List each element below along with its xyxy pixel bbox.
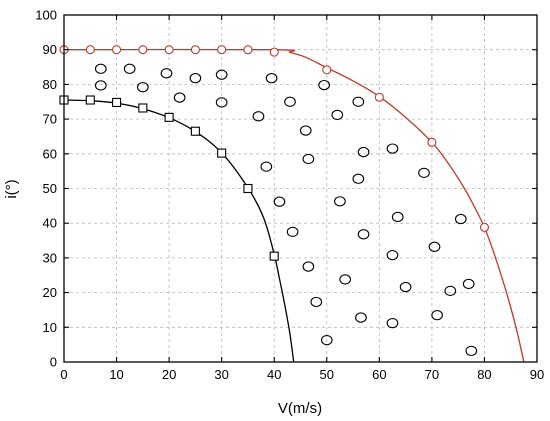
circle-marker [273, 196, 286, 207]
x-tick-label: 30 [214, 367, 228, 382]
tick-labels: 0 10 20 30 40 50 60 70 80 90 0 10 20 30 40 50 60 70 80 90 10… [35, 8, 544, 383]
circle-marker [269, 47, 279, 57]
circle-marker [215, 97, 228, 108]
circle-marker [465, 345, 478, 357]
circle-marker [431, 310, 443, 321]
series-curves [63, 48, 525, 363]
x-tick-label: 80 [477, 367, 491, 382]
circle-marker [299, 125, 312, 136]
square-marker [190, 126, 200, 136]
circle-marker [322, 65, 332, 75]
axes [63, 14, 538, 363]
y-tick-label: 40 [43, 216, 57, 231]
data-markers [59, 45, 489, 357]
circle-marker [339, 274, 352, 285]
circle-marker [454, 213, 467, 225]
y-axis-title: i(°) [3, 179, 20, 198]
circle-marker [215, 69, 228, 80]
circle-marker [286, 226, 299, 238]
y-tick-label: 100 [35, 8, 57, 23]
y-tick-label: 70 [43, 112, 57, 127]
circle-marker [320, 334, 333, 346]
square-marker [269, 251, 279, 261]
circle-marker [164, 45, 174, 55]
circle-marker [136, 82, 149, 93]
circle-marker [94, 80, 107, 91]
circle-marker [265, 73, 278, 84]
circle-marker [374, 92, 384, 102]
circle-marker [94, 63, 107, 74]
circle-marker [173, 92, 186, 103]
y-tick-label: 80 [43, 77, 57, 92]
x-tick-label: 70 [425, 367, 439, 382]
y-tick-label: 60 [43, 146, 57, 161]
circle-marker [399, 281, 412, 293]
circle-marker [252, 111, 265, 122]
circle-marker [112, 45, 122, 55]
circle-marker [357, 229, 370, 240]
circle-marker [418, 167, 430, 179]
circle-marker [189, 73, 202, 84]
series-curve [63, 99, 295, 363]
circle-marker [284, 96, 296, 107]
circle-marker [190, 45, 200, 55]
square-marker [85, 95, 95, 105]
circle-marker [302, 261, 315, 272]
circle-marker [462, 278, 475, 290]
square-marker [243, 183, 253, 194]
circle-marker [85, 45, 95, 55]
grid-lines [64, 15, 537, 362]
y-tick-label: 90 [43, 42, 57, 57]
circle-marker [138, 45, 148, 55]
circle-marker [352, 96, 365, 107]
circle-marker [217, 45, 227, 55]
x-tick-label: 10 [109, 367, 123, 382]
circle-marker [355, 312, 367, 323]
circle-marker [123, 63, 136, 74]
y-tick-label: 10 [43, 320, 57, 335]
circle-marker [260, 161, 273, 172]
square-marker [217, 148, 227, 158]
circle-marker [334, 196, 346, 207]
circle-marker [318, 79, 331, 91]
circle-marker [357, 146, 370, 158]
x-axis-title: V(m/s) [278, 400, 322, 417]
circle-marker [352, 173, 365, 184]
square-marker [112, 97, 122, 107]
circle-marker [428, 241, 441, 252]
y-tick-label: 20 [43, 285, 57, 300]
x-tick-label: 0 [60, 367, 67, 382]
x-tick-label: 50 [320, 367, 334, 382]
circle-marker [479, 222, 489, 232]
x-tick-label: 20 [162, 367, 176, 382]
y-tick-label: 50 [43, 181, 57, 196]
square-marker [164, 112, 174, 122]
circle-marker [386, 317, 399, 329]
circle-marker [391, 211, 404, 223]
circle-marker [386, 143, 399, 154]
plot-frame [63, 14, 538, 363]
circle-marker [427, 137, 437, 147]
y-tick-label: 30 [43, 250, 57, 265]
x-tick-label: 60 [372, 367, 386, 382]
x-tick-label: 90 [530, 367, 544, 382]
series-curve [63, 48, 525, 363]
circle-marker [331, 109, 344, 121]
circle-marker [386, 249, 399, 261]
circle-marker [302, 153, 315, 165]
circle-marker [160, 68, 173, 79]
circle-marker [310, 296, 323, 308]
square-marker [138, 103, 148, 113]
circle-marker [444, 285, 457, 297]
x-tick-label: 40 [267, 367, 281, 382]
circle-marker [243, 45, 253, 55]
y-tick-label: 0 [50, 355, 57, 370]
